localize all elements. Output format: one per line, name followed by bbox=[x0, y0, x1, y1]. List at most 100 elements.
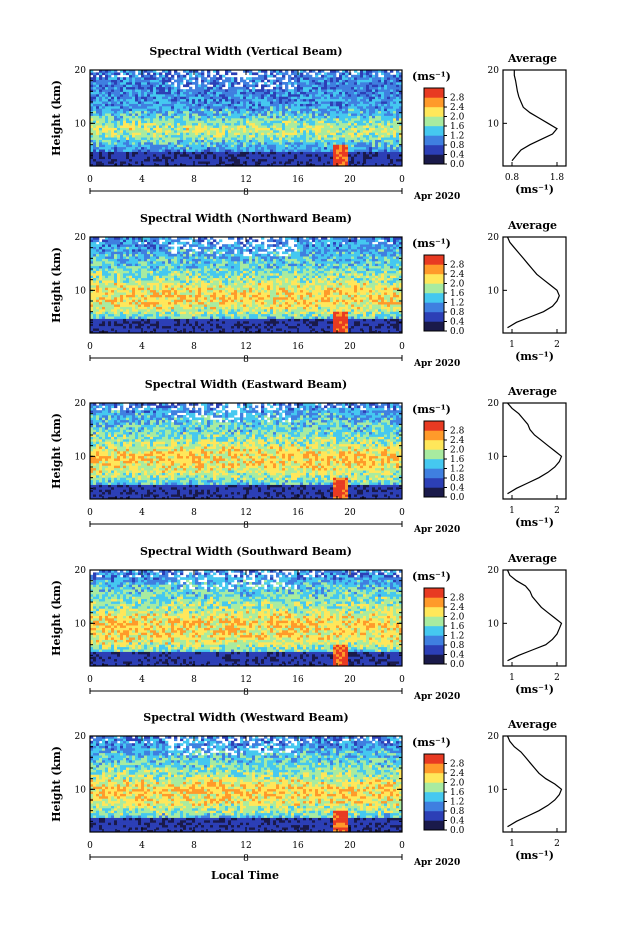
panel-0: Spectral Width (Vertical Beam) 10 20 Height… bbox=[50, 45, 567, 202]
x-tick-label: 4 bbox=[139, 175, 145, 185]
x-tick-label: 4 bbox=[139, 675, 145, 685]
colorbar-segment bbox=[424, 421, 444, 431]
colorbar-segment bbox=[424, 801, 444, 812]
average-profile-line bbox=[506, 735, 563, 828]
colorbar-tick-label: 0.8 bbox=[450, 141, 465, 151]
x-tick-label: 0 bbox=[87, 342, 93, 352]
average-x-unit: (ms⁻¹) bbox=[515, 183, 554, 196]
colorbar-tick-label: 2.0 bbox=[450, 779, 465, 789]
x-tick-label: 0 bbox=[399, 175, 405, 185]
colorbar-tick-label: 1.2 bbox=[450, 465, 464, 475]
average-y-tick-label: 10 bbox=[488, 619, 500, 629]
x-tick-label: 20 bbox=[344, 841, 356, 851]
panel-4: Spectral Width (Westward Beam)1020Height… bbox=[50, 711, 567, 868]
x-tick-label: 12 bbox=[240, 675, 251, 685]
colorbar-segment bbox=[424, 312, 444, 322]
average-y-tick-label: 20 bbox=[488, 66, 500, 76]
x-tick-label: 0 bbox=[87, 841, 93, 851]
average-frame bbox=[502, 569, 567, 667]
colorbar-unit: (ms⁻¹) bbox=[412, 736, 451, 749]
colorbar-tick-label: 2.4 bbox=[450, 103, 465, 113]
colorbar-segment bbox=[424, 107, 444, 117]
colorbar-segment bbox=[424, 635, 444, 646]
x-tick-label: 12 bbox=[240, 342, 251, 352]
colorbar-tick-label: 0.0 bbox=[450, 493, 465, 503]
panel-2: Spectral Width (Eastward Beam) 10 20 Height… bbox=[50, 378, 567, 535]
x-tick-label: 0 bbox=[399, 841, 405, 851]
x-tick-label: 4 bbox=[139, 841, 145, 851]
y-axis-label: Height (km) bbox=[50, 746, 63, 822]
x-tick-label: 12 bbox=[240, 175, 251, 185]
colorbar-segment bbox=[424, 135, 444, 146]
colorbar-segment bbox=[424, 487, 444, 498]
colorbar-segment bbox=[424, 792, 444, 802]
panel-title: Spectral Width (Northward Beam) bbox=[140, 212, 352, 225]
x-tick-label: 4 bbox=[139, 508, 145, 518]
x-tick-label: 20 bbox=[344, 175, 356, 185]
y-axis-label: Height (km) bbox=[50, 413, 63, 489]
average-profile-line bbox=[507, 402, 563, 495]
day-label: 8 bbox=[243, 355, 249, 365]
x-tick-label: 8 bbox=[191, 675, 197, 685]
y-tick-label: 10 bbox=[75, 286, 87, 296]
date-label: Apr 2020 bbox=[413, 192, 460, 202]
colorbar-tick-label: 1.6 bbox=[450, 622, 465, 632]
x-tick-label: 0 bbox=[87, 175, 93, 185]
colorbar-unit: (ms⁻¹) bbox=[412, 237, 451, 250]
colorbar-segment bbox=[424, 88, 444, 98]
colorbar-segment bbox=[424, 264, 444, 275]
colorbar-segment bbox=[424, 820, 444, 831]
average-x-tick-label: 1 bbox=[509, 340, 515, 350]
colorbar-tick-label: 0.0 bbox=[450, 826, 465, 836]
colorbar-tick-label: 2.8 bbox=[450, 760, 465, 770]
heatmap-cells bbox=[90, 70, 403, 167]
colorbar-tick-label: 1.6 bbox=[450, 455, 465, 465]
y-tick-label: 10 bbox=[75, 119, 87, 129]
average-x-unit: (ms⁻¹) bbox=[515, 683, 554, 696]
x-tick-label: 16 bbox=[292, 841, 304, 851]
y-tick-label: 20 bbox=[75, 399, 87, 409]
average-title: Average bbox=[507, 385, 557, 398]
colorbar-unit: (ms⁻¹) bbox=[412, 403, 451, 416]
colorbar-tick-label: 1.2 bbox=[450, 132, 464, 142]
panel-title: Spectral Width (Eastward Beam) bbox=[145, 378, 347, 391]
average-title: Average bbox=[507, 52, 557, 65]
colorbar-segment bbox=[424, 440, 444, 450]
colorbar-tick-label: 0.8 bbox=[450, 308, 465, 318]
x-tick-label: 12 bbox=[240, 841, 251, 851]
colorbar-tick-label: 1.2 bbox=[450, 798, 464, 808]
average-x-unit: (ms⁻¹) bbox=[515, 516, 554, 529]
x-tick-label: 0 bbox=[399, 508, 405, 518]
colorbar-segment bbox=[424, 616, 444, 627]
colorbar-tick-label: 2.0 bbox=[450, 613, 465, 623]
colorbar-segment bbox=[424, 154, 444, 165]
colorbar-segment bbox=[424, 478, 444, 488]
day-label: 8 bbox=[243, 521, 249, 531]
colorbar-segment bbox=[424, 97, 444, 108]
colorbar-segment bbox=[424, 459, 444, 469]
average-y-tick-label: 10 bbox=[488, 452, 500, 462]
average-y-tick-label: 10 bbox=[488, 286, 500, 296]
y-tick-label: 20 bbox=[75, 66, 87, 76]
average-frame bbox=[502, 402, 567, 500]
colorbar-segment bbox=[424, 773, 444, 783]
colorbar-tick-label: 1.6 bbox=[450, 289, 465, 299]
average-title: Average bbox=[507, 552, 557, 565]
average-y-tick-label: 20 bbox=[488, 399, 500, 409]
colorbar-tick-label: 2.4 bbox=[450, 603, 465, 613]
heatmap-cells bbox=[90, 403, 403, 500]
colorbar-tick-label: 0.0 bbox=[450, 327, 465, 337]
colorbar-tick-label: 0.4 bbox=[450, 651, 465, 661]
colorbar-segment bbox=[424, 116, 444, 127]
colorbar-tick-label: 1.6 bbox=[450, 122, 465, 132]
colorbar-segment bbox=[424, 468, 444, 479]
x-tick-label: 16 bbox=[292, 342, 304, 352]
panel-title: Spectral Width (Southward Beam) bbox=[140, 545, 352, 558]
colorbar-tick-label: 0.0 bbox=[450, 160, 465, 170]
average-profile-line bbox=[511, 70, 558, 162]
colorbar-segment bbox=[424, 255, 444, 265]
x-tick-label: 0 bbox=[87, 675, 93, 685]
colorbar-tick-label: 1.2 bbox=[450, 632, 464, 642]
x-tick-label: 0 bbox=[87, 508, 93, 518]
